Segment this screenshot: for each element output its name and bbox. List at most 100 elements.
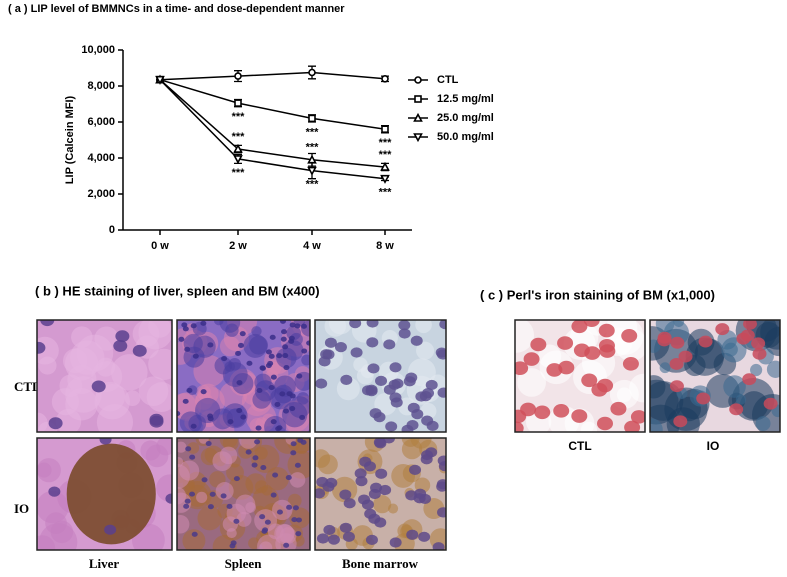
x-tick-label: 2 w [229,240,247,252]
tissue [760,320,780,350]
cell [530,337,547,352]
cell [289,322,296,328]
cell [182,398,189,404]
legend-marker [413,112,423,122]
cell [696,392,711,405]
cell [361,385,374,396]
cell [339,489,352,500]
marker [307,166,317,176]
cell [99,438,112,445]
cell [742,373,757,386]
cell [342,531,355,542]
cell [184,498,191,504]
cell [678,350,693,363]
cell [279,320,286,324]
row-label: CTL [14,379,41,394]
cell [267,360,274,367]
micrograph [37,438,172,550]
cell [515,361,529,376]
cell [355,476,368,487]
cell [669,358,684,370]
tissue [415,320,432,334]
tissue [228,357,242,371]
cell [294,462,301,468]
tissue [673,320,685,328]
deposit [66,443,156,545]
cell [235,350,242,357]
cell [233,518,240,524]
frame [514,319,646,433]
frame [314,437,447,551]
tissue [416,341,435,360]
cell [698,335,713,348]
cell [436,481,446,492]
cell [558,360,575,375]
cell [184,346,191,352]
cell [283,542,290,548]
tissue [281,401,308,428]
column-label: IO [707,439,720,453]
row-label: IO [14,501,29,516]
cell [260,465,267,471]
marker [308,68,316,77]
tissue [55,408,82,432]
cell [379,484,392,496]
cell [294,323,301,329]
cell [324,337,337,348]
tissue [226,503,247,524]
micrograph [315,438,446,550]
cell [268,353,275,359]
cell [350,347,363,358]
cell [323,524,336,536]
cell [240,414,247,420]
cell [368,513,381,524]
cell [296,373,303,379]
tissue [37,490,69,524]
cell [669,380,684,393]
cell [369,408,382,419]
cell [318,356,331,367]
tissue [616,387,632,403]
cell [366,320,379,328]
marker [233,143,243,153]
cell [182,326,189,332]
tissue [755,416,771,431]
cell [411,409,424,420]
cell [584,346,601,360]
cell [583,320,600,328]
tissue [148,348,172,381]
tissue [226,527,237,539]
cell [190,323,197,329]
frame [649,319,781,433]
cell [389,362,402,373]
cell [48,486,61,497]
cell [432,542,445,550]
tissue [324,320,347,337]
cell [763,397,778,410]
cell [557,336,574,350]
tissue [145,444,169,468]
micrograph [315,320,446,432]
tissue [655,320,675,334]
cell [272,472,279,478]
cell [255,425,262,431]
cell [286,391,293,397]
cell [233,476,240,482]
tissue [629,373,645,403]
legend-label: 25.0 mg/ml [437,112,494,124]
marker [233,155,243,165]
tissue [177,441,187,453]
tissue [187,442,200,454]
y-tick-label: 2,000 [87,188,115,200]
tissue [517,368,546,397]
tissue [212,451,233,472]
cell [751,337,766,350]
tissue [219,320,241,333]
marker [380,174,390,184]
cell [299,414,306,420]
tissue [289,472,306,488]
cell [327,534,340,545]
cell [237,342,244,348]
cell [283,408,290,414]
tissue [251,444,280,473]
